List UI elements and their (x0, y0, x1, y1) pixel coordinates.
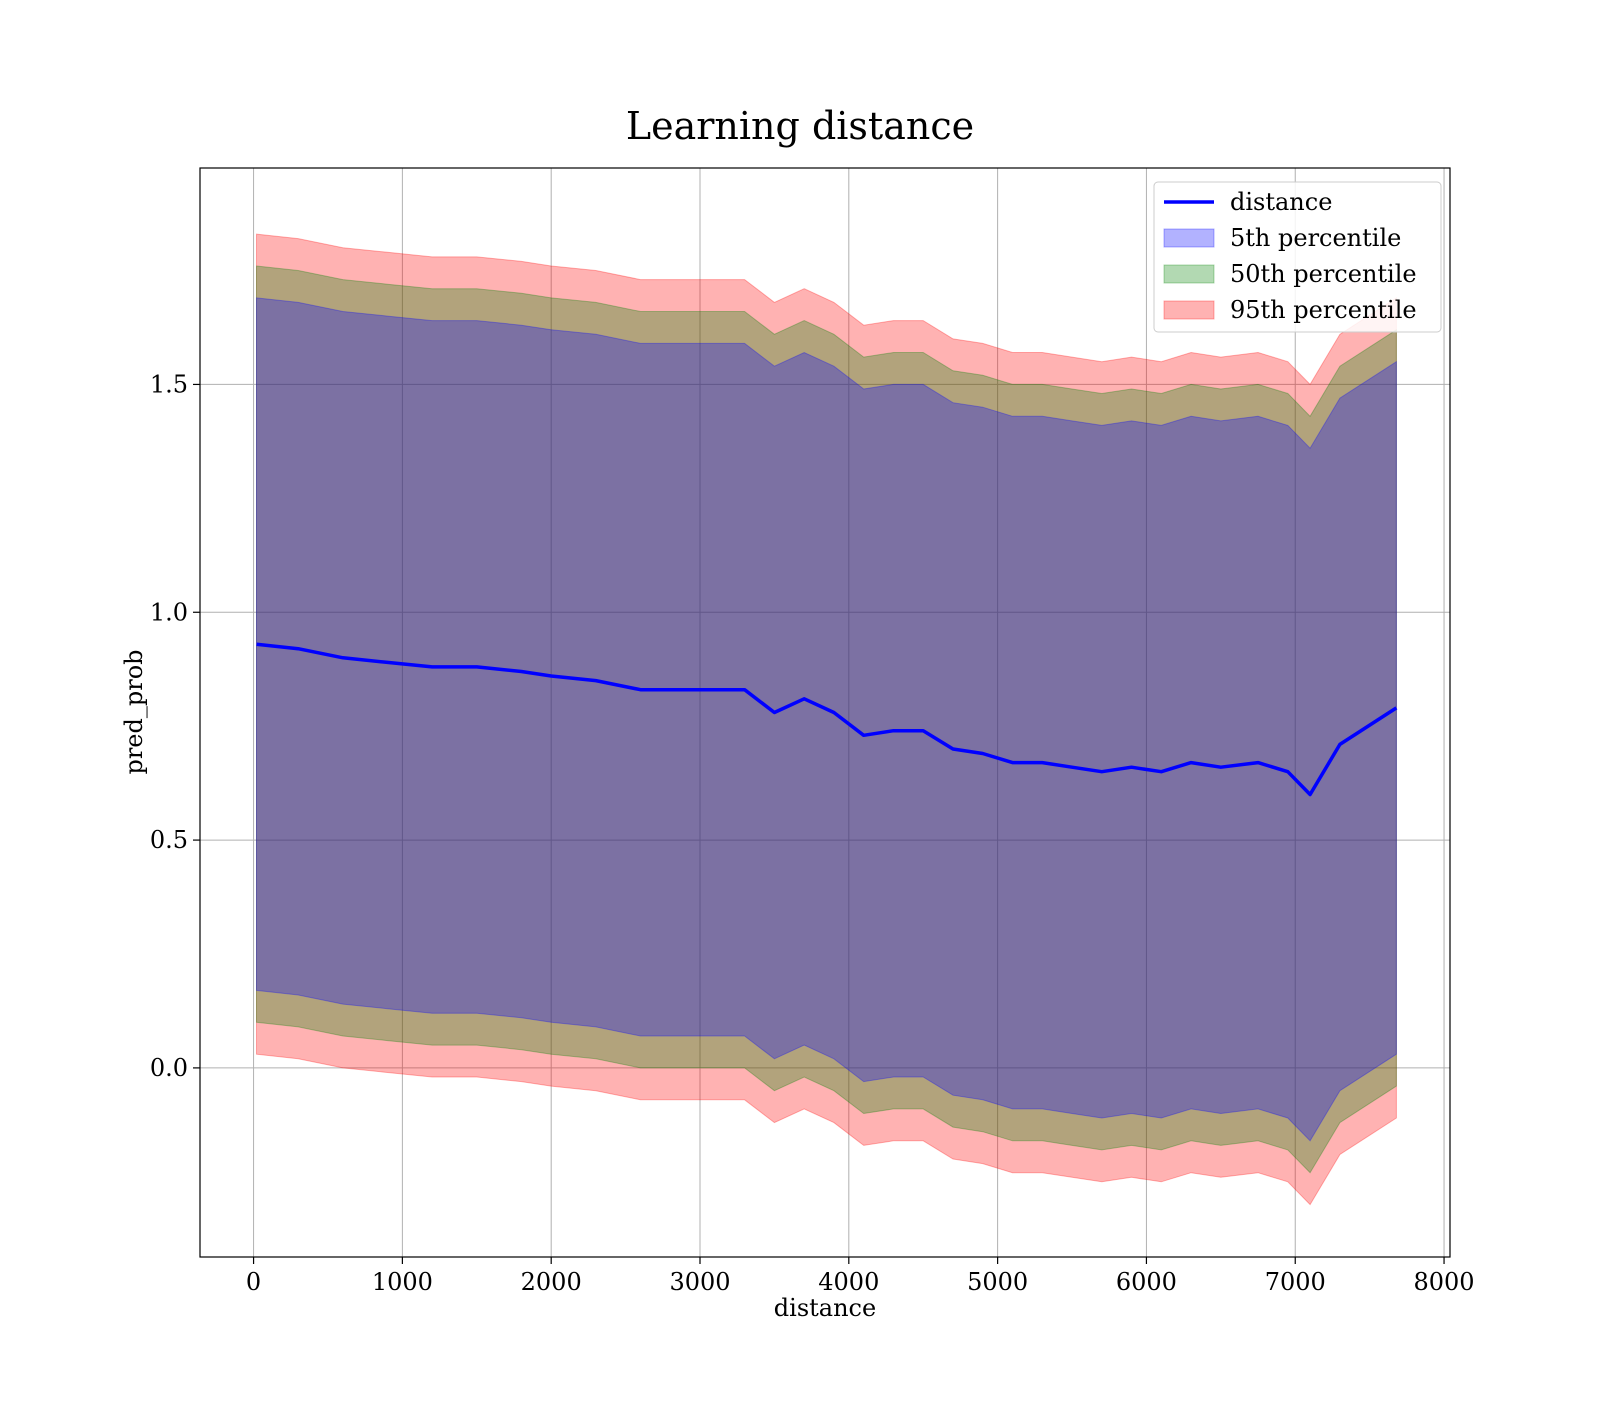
band-5th (256, 297, 1397, 1142)
legend-label: 50th percentile (1230, 260, 1417, 288)
x-tick-label: 3000 (669, 1268, 730, 1296)
legend-label: distance (1230, 188, 1332, 216)
x-tick-label: 0 (246, 1268, 261, 1296)
legend-label: 5th percentile (1230, 224, 1401, 252)
legend: distance 5th percentile 50th percentile 95t… (1153, 181, 1442, 333)
legend-swatch-band (1163, 300, 1215, 320)
band-95th (256, 233, 1397, 1206)
x-axis-label: distance (774, 1294, 876, 1322)
legend-box (1153, 181, 1442, 333)
y-axis-label: pred_prob (120, 649, 148, 774)
x-tick-label: 7000 (1265, 1268, 1326, 1296)
distance-line-layer (256, 642, 1398, 797)
x-tick-label: 2000 (521, 1268, 582, 1296)
distance-line (256, 642, 1398, 797)
x-tick-label: 4000 (818, 1268, 879, 1296)
x-tick-label: 1000 (372, 1268, 433, 1296)
x-tick-label: 5000 (967, 1268, 1028, 1296)
legend-swatch-band (1163, 264, 1215, 284)
legend-swatch-band (1163, 228, 1215, 248)
band-50th (256, 265, 1397, 1174)
plot-background (200, 168, 1450, 1257)
plot-frame (199, 167, 1451, 1258)
x-tick-label: 6000 (1116, 1268, 1177, 1296)
legend-label: 95th percentile (1230, 296, 1417, 324)
axis-ticks: 0 1000 2000 3000 4000 5000 6000 7000 8000 0.0 0.5 1… (150, 370, 1475, 1296)
x-tick-label: 8000 (1414, 1268, 1475, 1296)
y-tick-label: 0.0 (150, 1054, 188, 1082)
chart-title: Learning distance (625, 104, 975, 148)
grid (200, 168, 1450, 1257)
y-tick-label: 0.5 (150, 826, 188, 854)
percentile-bands (256, 233, 1397, 1206)
y-tick-label: 1.5 (150, 370, 188, 398)
y-tick-label: 1.0 (150, 598, 188, 626)
